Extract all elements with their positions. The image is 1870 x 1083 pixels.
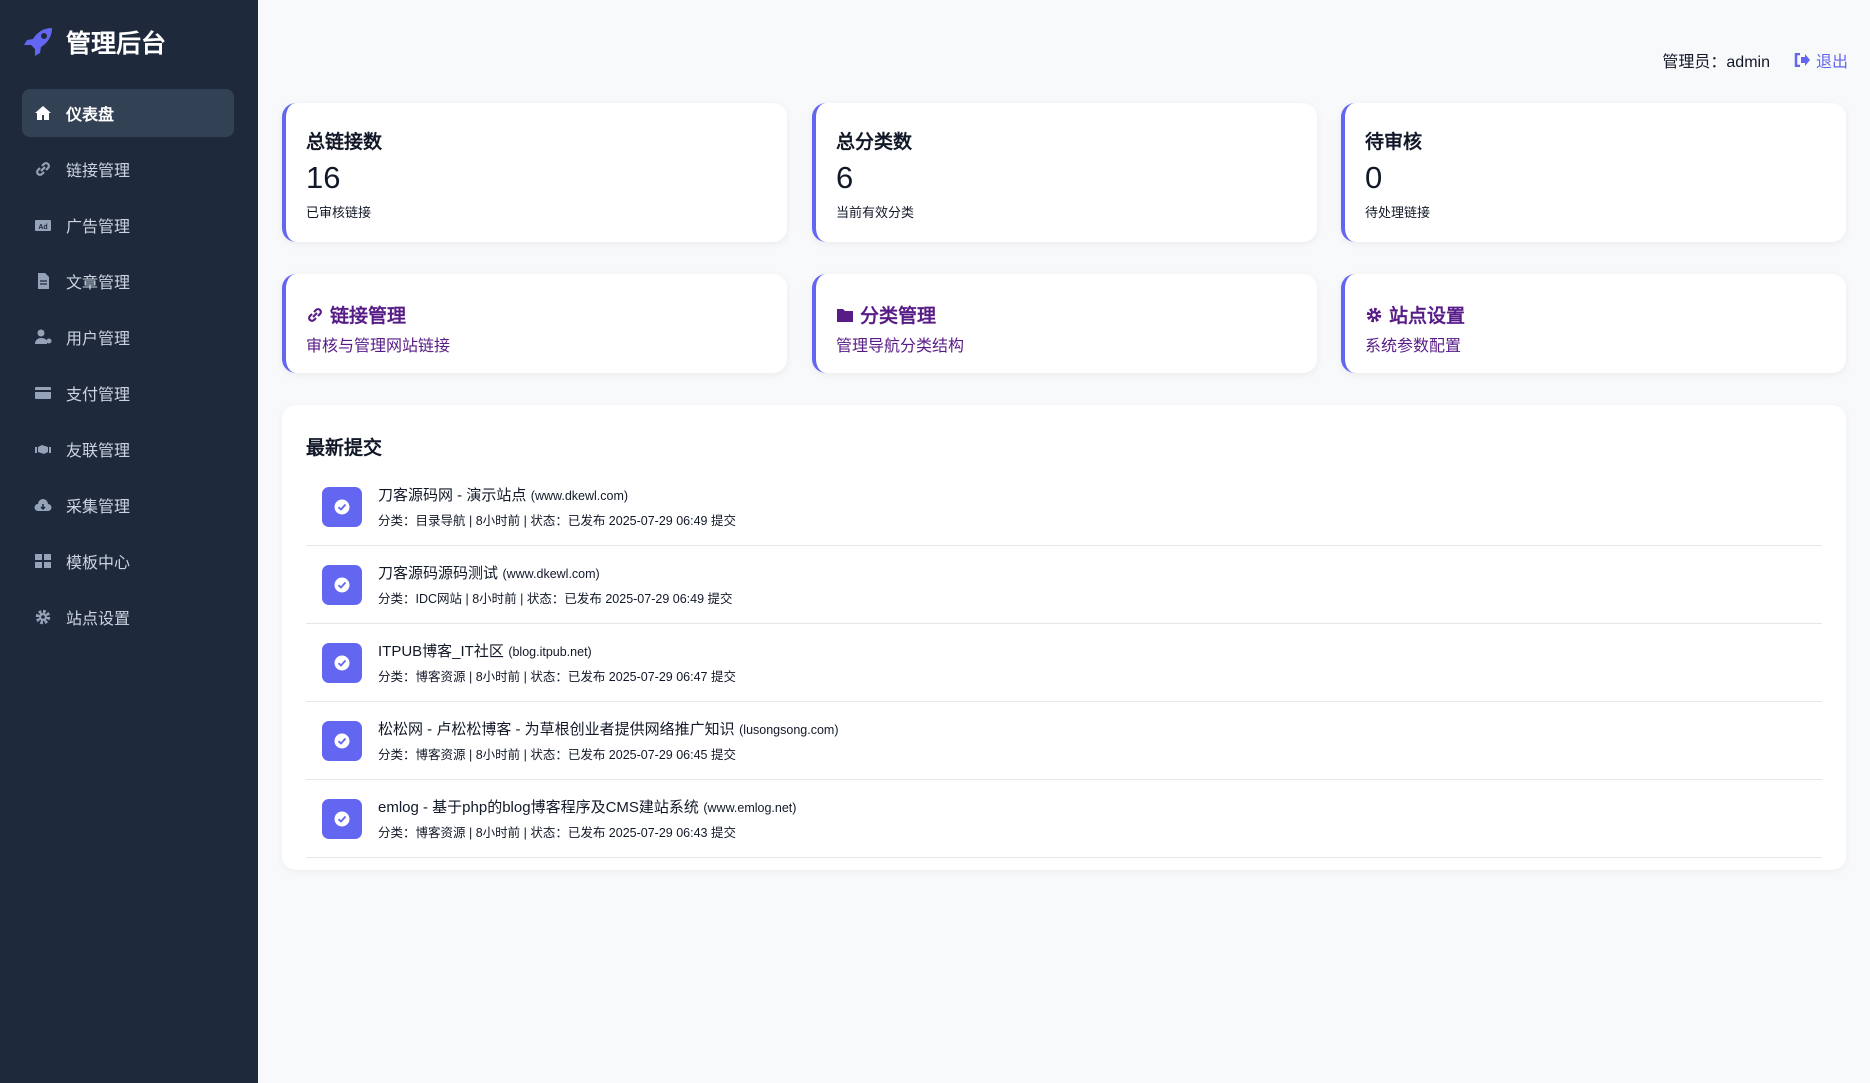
stat-card: 总链接数 16 已审核链接	[282, 103, 787, 242]
sidebar-item-2[interactable]: Ad 广告管理	[22, 201, 234, 249]
grid-icon	[34, 552, 52, 570]
submission-row[interactable]: 刀客源码网 - 演示站点 (www.dkewl.com) 分类：目录导航 | 8小…	[306, 468, 1822, 546]
quick-link-subtitle: 审核与管理网站链接	[306, 338, 451, 355]
sidebar-item-label: 采集管理	[66, 499, 131, 516]
submission-title[interactable]: emlog - 基于php的blog博客程序及CMS建站系统	[378, 799, 699, 816]
sidebar-item-8[interactable]: 模板中心	[22, 537, 234, 585]
recent-title: 最新提交	[306, 438, 383, 459]
sidebar-item-label: 广告管理	[66, 219, 131, 236]
gear-icon	[34, 608, 52, 626]
sidebar-item-label: 仪表盘	[66, 107, 115, 124]
check-circle-icon	[322, 720, 362, 761]
submission-url: (www.dkewl.com)	[530, 489, 629, 503]
handshake-icon	[34, 440, 52, 458]
stat-title: 总链接数	[306, 132, 383, 153]
sidebar-item-label: 支付管理	[66, 387, 131, 404]
quick-link-title: 分类管理	[860, 306, 937, 327]
sidebar-item-label: 友联管理	[66, 443, 131, 460]
submission-url: (www.dkewl.com)	[502, 567, 600, 581]
check-circle-icon	[322, 798, 362, 839]
sidebar-item-0[interactable]: 仪表盘	[22, 89, 234, 137]
submission-url: (www.emlog.net)	[703, 801, 797, 815]
submission-row[interactable]: 松松网 - 卢松松博客 - 为草根创业者提供网络推广知识 (lusongsong…	[306, 702, 1822, 780]
quick-link-title: 站点设置	[1389, 306, 1466, 327]
gear-icon	[1365, 306, 1383, 324]
check-circle-icon	[322, 642, 362, 683]
quick-link-subtitle: 系统参数配置	[1365, 338, 1462, 355]
stat-subtitle: 已审核链接	[306, 205, 372, 220]
app-title: 管理后台	[66, 30, 167, 58]
submission-title[interactable]: 刀客源码源码测试	[378, 565, 499, 582]
check-circle-icon	[322, 486, 362, 527]
credit-card-icon	[34, 384, 52, 402]
svg-text:Ad: Ad	[38, 224, 47, 231]
submission-row[interactable]: emlog - 基于php的blog博客程序及CMS建站系统 (www.emlo…	[306, 780, 1822, 858]
stat-card: 待审核 0 待处理链接	[1341, 103, 1846, 242]
submission-meta: 分类：目录导航 | 8小时前 | 状态：已发布 2025-07-29 06:49…	[378, 514, 736, 528]
quick-link-card[interactable]: 分类管理管理导航分类结构	[812, 274, 1317, 373]
sidebar-item-5[interactable]: 支付管理	[22, 369, 234, 417]
recent-submissions-panel: 最新提交 刀客源码网 - 演示站点 (www.dkewl.com) 分类：目录导航…	[282, 405, 1846, 870]
quick-link-card[interactable]: 站点设置系统参数配置	[1341, 274, 1846, 373]
check-circle-icon	[322, 564, 362, 605]
submission-row[interactable]: 刀客源码源码测试 (www.dkewl.com) 分类：IDC网站 | 8小时前 …	[306, 546, 1822, 624]
link-icon	[34, 160, 52, 178]
ad-icon: Ad	[34, 216, 52, 234]
cloud-download-icon	[34, 496, 52, 514]
file-icon	[34, 272, 52, 290]
current-user: 管理员：admin	[1662, 54, 1770, 71]
user-cog-icon	[34, 328, 52, 346]
rocket-icon	[24, 28, 52, 56]
stat-card: 总分类数 6 当前有效分类	[812, 103, 1317, 242]
submission-title[interactable]: ITPUB博客_IT社区	[378, 643, 504, 660]
logo[interactable]: 管理后台	[22, 24, 166, 60]
stat-value: 6	[836, 160, 854, 195]
sidebar-item-1[interactable]: 链接管理	[22, 145, 234, 193]
sign-out-icon	[1794, 53, 1810, 67]
sidebar-nav: 仪表盘链接管理 Ad 广告管理文章管理用户管理支付管理友联管理采集管理模板中心站点设…	[22, 89, 234, 649]
stat-value: 0	[1365, 160, 1383, 195]
submission-url: (blog.itpub.net)	[508, 645, 592, 659]
sidebar-item-label: 链接管理	[66, 163, 131, 180]
sidebar: 管理后台 仪表盘链接管理 Ad 广告管理文章管理用户管理支付管理友联管理采集管理模板…	[0, 0, 258, 1083]
submission-row[interactable]: ITPUB博客_IT社区 (blog.itpub.net) 分类：博客资源 | 8…	[306, 624, 1822, 702]
sidebar-item-9[interactable]: 站点设置	[22, 593, 234, 641]
topbar: 管理员：admin 退出	[1662, 48, 1848, 72]
stat-title: 总分类数	[836, 132, 913, 153]
sidebar-item-6[interactable]: 友联管理	[22, 425, 234, 473]
submission-meta: 分类：IDC网站 | 8小时前 | 状态：已发布 2025-07-29 06:4…	[378, 592, 733, 606]
quick-link-title: 链接管理	[330, 306, 407, 327]
stat-subtitle: 待处理链接	[1365, 205, 1431, 220]
logout-label: 退出	[1815, 54, 1848, 71]
sidebar-item-label: 用户管理	[66, 331, 131, 348]
submission-meta: 分类：博客资源 | 8小时前 | 状态：已发布 2025-07-29 06:43…	[378, 826, 736, 840]
submission-url: (lusongsong.com)	[739, 723, 839, 737]
submission-meta: 分类：博客资源 | 8小时前 | 状态：已发布 2025-07-29 06:45…	[378, 748, 736, 762]
sidebar-item-3[interactable]: 文章管理	[22, 257, 234, 305]
submission-title[interactable]: 松松网 - 卢松松博客 - 为草根创业者提供网络推广知识	[378, 721, 735, 738]
folder-icon	[836, 306, 854, 324]
sidebar-item-label: 文章管理	[66, 275, 131, 292]
sidebar-item-label: 模板中心	[66, 555, 131, 572]
stat-title: 待审核	[1365, 132, 1423, 153]
logout-button[interactable]: 退出	[1794, 48, 1848, 72]
stat-subtitle: 当前有效分类	[836, 205, 915, 220]
sidebar-item-label: 站点设置	[66, 611, 131, 628]
submission-title[interactable]: 刀客源码网 - 演示站点	[378, 487, 527, 504]
link-icon	[306, 306, 324, 324]
stat-value: 16	[306, 160, 341, 195]
submission-meta: 分类：博客资源 | 8小时前 | 状态：已发布 2025-07-29 06:47…	[378, 670, 736, 684]
home-icon	[34, 104, 52, 122]
quick-link-subtitle: 管理导航分类结构	[836, 338, 965, 355]
quick-link-card[interactable]: 链接管理审核与管理网站链接	[282, 274, 787, 373]
sidebar-item-4[interactable]: 用户管理	[22, 313, 234, 361]
sidebar-item-7[interactable]: 采集管理	[22, 481, 234, 529]
